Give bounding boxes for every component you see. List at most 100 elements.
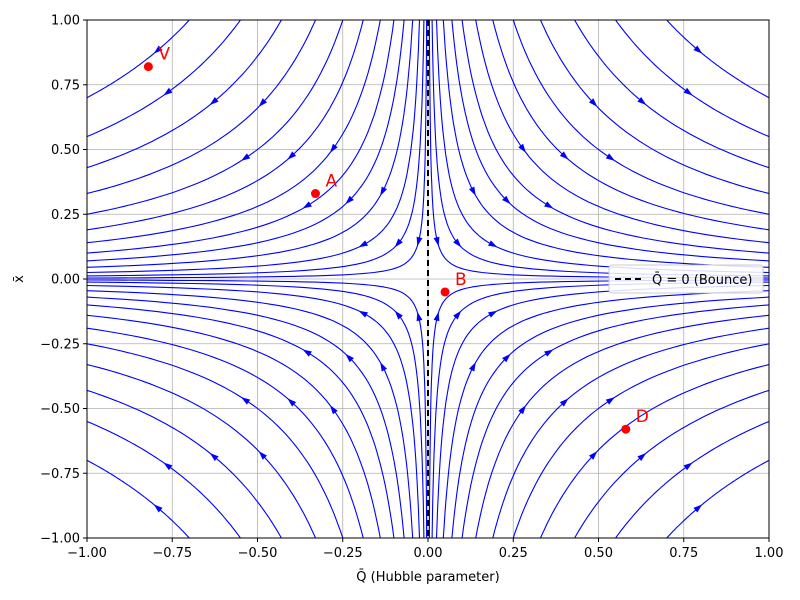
- streamline: [442, 20, 769, 268]
- streamline: [87, 20, 425, 277]
- y-tick-label: −0.50: [40, 402, 80, 417]
- streamline: [475, 20, 769, 244]
- streamline: [87, 304, 395, 538]
- streamline: [87, 20, 395, 254]
- streamline: [574, 20, 769, 169]
- streamline: [428, 279, 769, 538]
- stream-arrow: [488, 310, 498, 318]
- stream-arrow: [241, 153, 251, 161]
- point-label-v: V: [158, 45, 170, 65]
- stream-arrow: [209, 96, 219, 106]
- stream-arrow: [380, 186, 388, 196]
- streamline: [574, 389, 769, 538]
- legend-box: [608, 264, 764, 294]
- streamline: [461, 304, 769, 538]
- streamline: [492, 20, 769, 231]
- stream-arrow: [153, 45, 163, 54]
- x-tick-label: −0.50: [238, 546, 278, 561]
- streamline: [87, 20, 405, 262]
- stream-arrow: [453, 238, 462, 248]
- x-axis-ticks: −1.00 −0.75 −0.50 −0.25 0.00 0.25 0.50 0.75 1.00: [67, 538, 783, 561]
- streamline: [442, 290, 769, 538]
- stream-arrow: [588, 98, 598, 107]
- stream-arrow: [258, 451, 268, 460]
- x-tick-label: 0.00: [414, 546, 443, 561]
- stream-arrow: [302, 201, 312, 209]
- stream-arrow: [153, 504, 163, 513]
- streamline: [428, 20, 769, 279]
- stream-arrow: [287, 151, 297, 160]
- stream-arrow: [637, 96, 647, 106]
- stream-arrow: [683, 87, 693, 96]
- stream-arrow: [468, 186, 476, 196]
- y-axis-label: x̄: [12, 275, 27, 283]
- stream-arrow: [358, 310, 368, 318]
- stream-arrow: [502, 195, 511, 205]
- x-tick-label: −0.75: [152, 546, 192, 561]
- fixed-points: V A B D: [143, 45, 649, 434]
- streamline: [461, 20, 769, 254]
- streamline: [512, 343, 769, 538]
- stream-arrow: [394, 310, 403, 320]
- streamline: [87, 290, 414, 538]
- x-tick-label: −0.25: [323, 546, 363, 561]
- streamline: [87, 459, 190, 538]
- stream-arrow: [433, 311, 440, 322]
- point-label-d: D: [636, 407, 649, 427]
- stream-arrow: [588, 451, 598, 460]
- streamline: [87, 343, 344, 538]
- stream-arrow: [394, 238, 403, 248]
- y-tick-label: −1.00: [40, 532, 80, 547]
- y-tick-label: 0.75: [51, 78, 80, 93]
- stream-arrow: [209, 452, 219, 462]
- stream-arrow: [637, 452, 647, 462]
- stream-arrow: [416, 236, 423, 247]
- streamline: [435, 20, 769, 274]
- x-tick-label: 0.50: [584, 546, 613, 561]
- stream-arrow: [345, 195, 354, 205]
- streamline: [87, 314, 381, 538]
- y-tick-label: −0.25: [40, 337, 80, 352]
- stream-arrow: [544, 349, 554, 357]
- x-tick-label: −1.00: [67, 546, 107, 561]
- y-axis-ticks: −1.00 −0.75 −0.50 −0.25 0.00 0.25 0.50 0.75 1.00: [40, 14, 87, 547]
- streamline: [87, 20, 282, 169]
- x-axis-label: Q̄ (Hubble parameter): [356, 570, 499, 585]
- streamline: [512, 20, 769, 215]
- stream-arrow: [163, 87, 173, 96]
- streamline: [87, 296, 405, 538]
- y-tick-label: 0.50: [51, 143, 80, 158]
- streamline: [87, 20, 428, 279]
- streamline: [87, 327, 364, 538]
- streamline: [539, 20, 769, 195]
- streamlines: [87, 20, 769, 538]
- streamline: [615, 420, 769, 538]
- stream-arrow: [453, 310, 462, 320]
- stream-arrow: [468, 362, 476, 372]
- stream-arrow: [488, 240, 498, 248]
- streamline: [87, 20, 317, 195]
- stream-arrow: [693, 45, 703, 54]
- streamline: [87, 20, 364, 231]
- stream-arrow: [241, 397, 251, 405]
- streamline: [87, 284, 421, 538]
- legend: Q̄ = 0 (Bounce): [608, 264, 764, 294]
- streamline: [87, 20, 421, 274]
- stream-arrow: [518, 405, 527, 415]
- streamline: [492, 327, 769, 538]
- y-tick-label: 1.00: [51, 14, 80, 29]
- stream-arrow: [258, 98, 268, 107]
- point-label-b: B: [455, 270, 467, 290]
- stream-arrow: [287, 398, 297, 407]
- streamline: [87, 20, 414, 268]
- y-tick-label: 0.25: [51, 208, 80, 223]
- streamline: [666, 20, 769, 99]
- x-tick-label: 1.00: [755, 546, 784, 561]
- x-tick-label: 0.25: [499, 546, 528, 561]
- point-label-a: A: [325, 172, 337, 192]
- stream-arrow: [693, 504, 703, 513]
- streamline: [87, 389, 282, 538]
- streamline: [539, 363, 769, 538]
- point-v: [143, 62, 153, 72]
- stream-arrow: [433, 236, 440, 247]
